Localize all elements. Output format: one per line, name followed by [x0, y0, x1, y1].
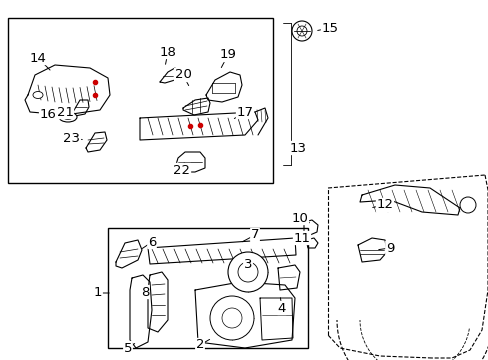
- Text: 8: 8: [141, 285, 149, 298]
- Text: 9: 9: [385, 242, 393, 255]
- Text: 5: 5: [123, 342, 132, 355]
- Text: 11: 11: [293, 231, 310, 244]
- Text: 22: 22: [173, 163, 190, 176]
- Circle shape: [222, 308, 242, 328]
- Ellipse shape: [63, 114, 72, 120]
- Circle shape: [227, 252, 267, 292]
- Text: 10: 10: [291, 211, 308, 225]
- Circle shape: [291, 21, 311, 41]
- Text: 23: 23: [63, 131, 81, 144]
- Text: 15: 15: [321, 22, 338, 35]
- Text: 14: 14: [29, 51, 46, 64]
- Text: 18: 18: [159, 45, 176, 58]
- Text: 19: 19: [219, 49, 236, 62]
- Ellipse shape: [33, 91, 43, 99]
- Circle shape: [209, 296, 253, 340]
- Text: 13: 13: [289, 141, 306, 154]
- Text: 7: 7: [250, 229, 259, 242]
- Bar: [108, 228, 307, 348]
- Text: 21: 21: [57, 105, 73, 118]
- Text: 6: 6: [147, 235, 156, 248]
- Text: 1: 1: [94, 287, 102, 300]
- Text: 20: 20: [174, 68, 191, 81]
- Circle shape: [459, 197, 475, 213]
- Text: 3: 3: [243, 258, 252, 271]
- Circle shape: [238, 262, 258, 282]
- Text: 17: 17: [236, 105, 253, 118]
- Bar: [8, 18, 272, 183]
- Text: 2: 2: [195, 338, 204, 351]
- Ellipse shape: [59, 112, 77, 122]
- Text: 12: 12: [376, 198, 393, 211]
- Text: 4: 4: [277, 302, 285, 315]
- Text: 16: 16: [40, 108, 56, 122]
- Circle shape: [296, 26, 306, 36]
